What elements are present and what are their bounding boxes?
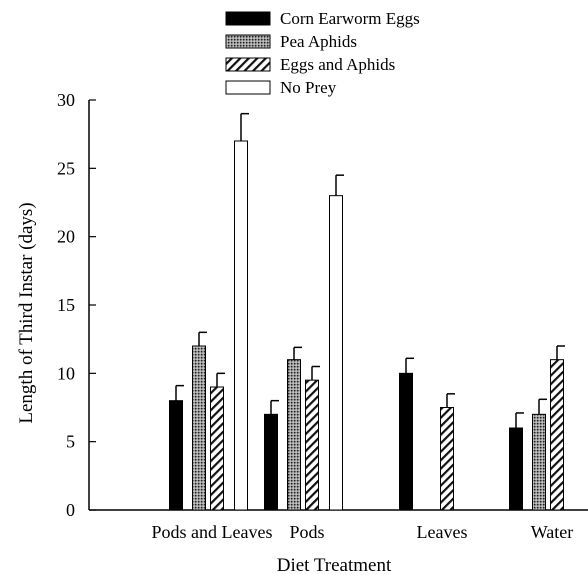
legend-label: Eggs and Aphids bbox=[280, 55, 395, 74]
x-tick-label: Leaves bbox=[417, 522, 468, 542]
bar bbox=[509, 427, 523, 511]
y-tick-label: 25 bbox=[57, 158, 75, 178]
y-tick-label: 20 bbox=[57, 227, 75, 247]
legend-swatch bbox=[225, 11, 271, 26]
bar bbox=[169, 400, 183, 511]
legend-label: No Prey bbox=[280, 78, 337, 97]
bar bbox=[399, 372, 413, 511]
y-tick-label: 15 bbox=[57, 295, 75, 315]
bar bbox=[192, 345, 206, 511]
y-axis-label: Length of Third Instar (days) bbox=[16, 202, 37, 423]
bar bbox=[210, 386, 224, 511]
y-tick-label: 10 bbox=[57, 363, 75, 383]
bars bbox=[169, 112, 565, 511]
bar bbox=[440, 407, 454, 511]
y-tick-label: 5 bbox=[66, 432, 75, 452]
legend-swatch bbox=[225, 80, 271, 95]
y-tick-label: 30 bbox=[57, 90, 75, 110]
x-tick-label: Pods and Leaves bbox=[152, 522, 273, 542]
legend-swatch bbox=[225, 57, 271, 72]
y-tick-label: 0 bbox=[66, 500, 75, 520]
x-axis-label: Diet Treatment bbox=[277, 555, 392, 575]
bar bbox=[305, 379, 319, 511]
bar bbox=[532, 413, 546, 511]
bar bbox=[550, 359, 564, 511]
bar bbox=[234, 140, 248, 511]
bar bbox=[329, 195, 343, 511]
legend-label: Pea Aphids bbox=[280, 32, 357, 51]
legend: Corn Earworm Eggs Pea Aphids Eggs and Aphi… bbox=[225, 9, 420, 97]
bar bbox=[287, 359, 301, 511]
axes: 0 5 10 15 20 25 30 Pods and Leaves Pods Leaves Wat… bbox=[57, 90, 588, 542]
x-tick-label: Water bbox=[531, 522, 574, 542]
x-tick-label: Pods bbox=[289, 522, 324, 542]
legend-label: Corn Earworm Eggs bbox=[280, 9, 420, 28]
bar bbox=[264, 413, 278, 511]
legend-swatch bbox=[225, 34, 271, 49]
